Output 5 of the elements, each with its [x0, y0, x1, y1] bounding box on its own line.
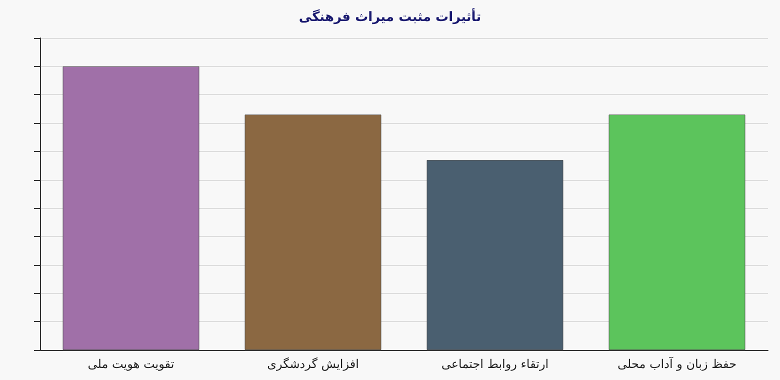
x-tick-label: حفظ زبان و آداب محلی [618, 356, 736, 371]
x-tick-label: تقویت هویت ملی [88, 357, 174, 371]
x-tick-label: افزایش گردشگری [267, 357, 359, 371]
x-tick-label: ارتقاء روابط اجتماعی [441, 357, 549, 371]
chart-title: تأثیرات مثبت میراث فرهنگی [298, 8, 482, 25]
